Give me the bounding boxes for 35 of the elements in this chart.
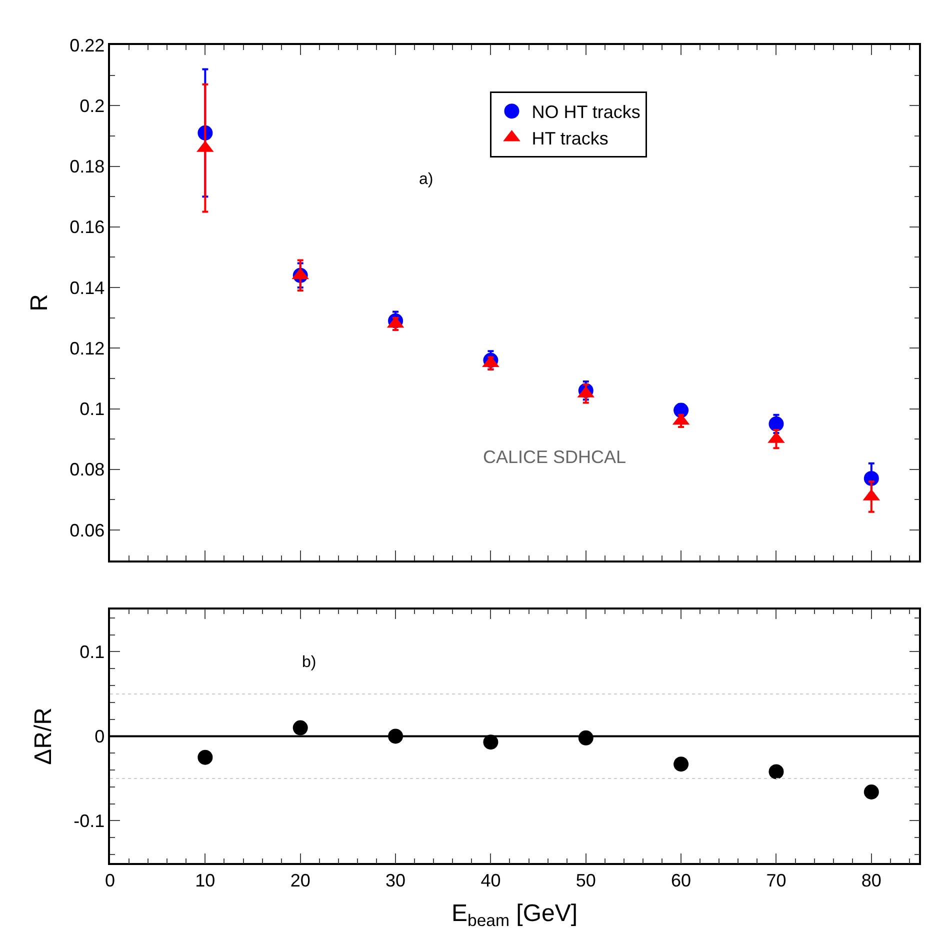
y-tick-label: 0.06	[70, 520, 105, 540]
point	[198, 750, 213, 765]
y-tick-label: 0.14	[70, 278, 105, 298]
y-tick-label: 0.1	[80, 399, 105, 420]
y-axis-title: ΔR/R	[30, 708, 58, 765]
y-tick-label: 0.2	[80, 96, 105, 116]
y-tick-label: 0.18	[70, 156, 105, 177]
y-tick-label: 0.1	[80, 642, 105, 662]
point	[674, 756, 689, 772]
annotation: b)	[302, 654, 316, 671]
x-tick-label: 20	[290, 870, 310, 890]
point	[864, 784, 879, 800]
y-axis-title: R	[26, 294, 54, 312]
point	[768, 416, 784, 432]
x-tick-label: 80	[861, 870, 882, 890]
point	[292, 720, 308, 736]
y-tick-label: 0	[94, 726, 105, 747]
annotation: a)	[419, 171, 434, 188]
annotation: CALICE SDHCAL	[483, 447, 626, 467]
legend-label: NO HT tracks	[532, 102, 640, 122]
legend-label: HT tracks	[532, 128, 608, 148]
x-tick-label: 50	[576, 870, 596, 890]
y-tick-label: 0.16	[70, 217, 105, 238]
x-tick-label: 10	[195, 870, 216, 890]
y-tick-label: 0.22	[70, 35, 105, 56]
x-tick-label: 30	[386, 870, 406, 890]
x-tick-label: 60	[671, 870, 692, 890]
x-tick-label: 70	[766, 870, 786, 890]
point	[483, 734, 498, 750]
y-tick-label: 0.08	[70, 460, 105, 480]
x-tick-label: 40	[480, 870, 501, 890]
x-axis-title: E$_{beam}$ [GeV]	[451, 900, 578, 930]
point	[768, 764, 784, 780]
y-tick-label: -0.1	[74, 811, 105, 832]
y-tick-label: 0.12	[70, 338, 105, 358]
